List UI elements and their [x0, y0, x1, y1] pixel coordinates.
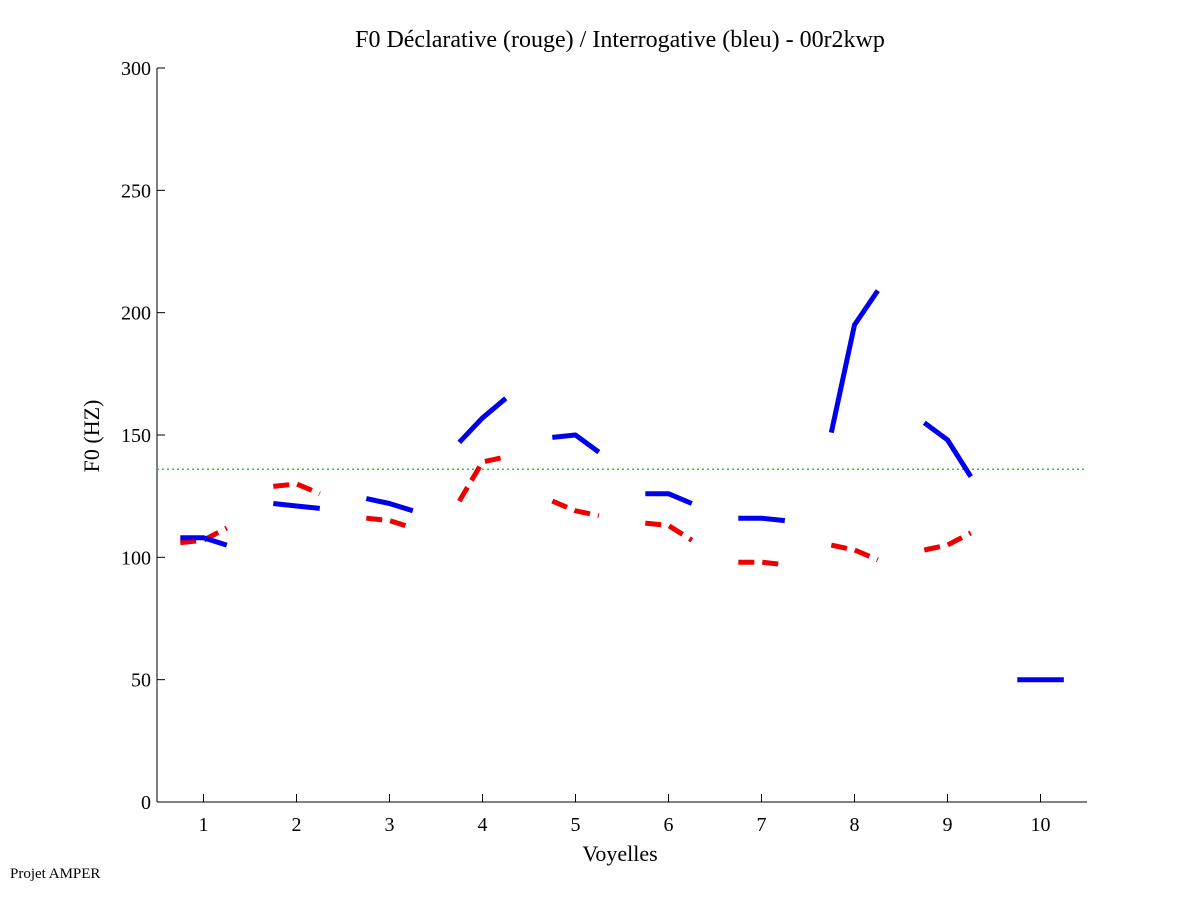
x-tick-label: 4	[478, 814, 488, 836]
interrogative-segment-7	[738, 515, 786, 524]
declarative-segment-9	[923, 530, 972, 553]
x-tick-label: 1	[199, 814, 209, 836]
declarative-segment-6	[645, 520, 694, 543]
interrogative-segment-5	[552, 432, 601, 455]
x-tick-label: 2	[292, 814, 302, 836]
declarative-segment-5	[551, 498, 600, 519]
y-tick-label: 200	[121, 303, 151, 325]
x-tick-label: 5	[571, 814, 581, 836]
x-tick-label: 3	[385, 814, 395, 836]
plot-area	[156, 68, 1087, 803]
interrogative-segment-4	[457, 396, 508, 445]
y-tick-label: 300	[121, 58, 151, 80]
x-tick-label: 6	[664, 814, 674, 836]
interrogative-segment-6	[645, 491, 693, 506]
series-interrogative	[180, 289, 1064, 683]
declarative-segment-1	[180, 525, 228, 546]
y-tick-label: 150	[121, 425, 151, 447]
declarative-segment-8	[830, 542, 879, 563]
x-axis-label: Voyelles	[582, 841, 657, 866]
x-tick-label: 7	[757, 814, 767, 836]
interrogative-segment-8	[828, 289, 880, 434]
y-axis: 0 50 100 150 200 250 300	[121, 58, 165, 814]
x-tick-label: 8	[850, 814, 860, 836]
y-tick-label: 250	[121, 180, 151, 202]
footer-credit: Projet AMPER	[10, 866, 100, 882]
x-axis: 1 2 3 4 5 6 7 8 9 10	[199, 794, 1051, 836]
y-axis-label: F0 (HZ)	[79, 400, 104, 473]
series-group	[180, 289, 1064, 683]
interrogative-segment-2	[273, 501, 321, 511]
declarative-segment-4	[457, 454, 507, 503]
x-tick-label: 10	[1031, 814, 1051, 836]
y-tick-label: 0	[141, 792, 151, 814]
series-declarative	[180, 454, 972, 568]
y-tick-label: 50	[131, 670, 151, 692]
declarative-segment-7	[738, 559, 786, 568]
interrogative-segment-1	[180, 535, 228, 548]
declarative-segment-2	[273, 481, 321, 497]
interrogative-segment-9	[922, 420, 973, 478]
chart-title: F0 Déclarative (rouge) / Interrogative (…	[355, 27, 885, 53]
y-tick-label: 100	[121, 547, 151, 569]
interrogative-segment-3	[365, 496, 414, 514]
x-tick-label: 9	[943, 814, 953, 836]
declarative-segment-3	[366, 515, 414, 531]
